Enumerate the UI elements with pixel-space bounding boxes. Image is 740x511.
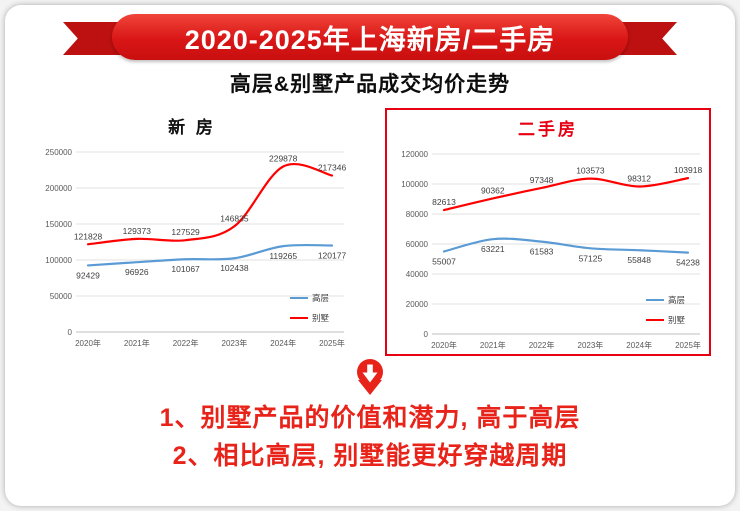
- svg-text:2025年: 2025年: [319, 338, 345, 348]
- svg-text:2024年: 2024年: [626, 340, 652, 350]
- svg-text:90362: 90362: [481, 185, 505, 195]
- svg-text:96926: 96926: [125, 267, 149, 277]
- svg-text:129373: 129373: [123, 226, 152, 236]
- svg-text:2020年: 2020年: [75, 338, 101, 348]
- svg-text:101067: 101067: [171, 264, 200, 274]
- svg-text:217346: 217346: [318, 163, 347, 173]
- svg-text:100000: 100000: [401, 180, 428, 189]
- svg-text:250000: 250000: [45, 148, 72, 157]
- svg-text:2021年: 2021年: [480, 340, 506, 350]
- svg-text:高层: 高层: [668, 295, 685, 305]
- conclusion-line-2: 2、相比高层, 别墅能更好穿越周期: [172, 442, 568, 470]
- svg-text:80000: 80000: [406, 210, 429, 219]
- conclusion-line-1: 1、别墅产品的价值和潜力, 高于高层: [159, 404, 581, 432]
- svg-text:103573: 103573: [576, 166, 605, 176]
- svg-text:121828: 121828: [74, 231, 103, 241]
- subtitle: 高层&别墅产品成交均价走势: [229, 73, 511, 96]
- svg-text:82613: 82613: [432, 197, 456, 207]
- svg-text:别墅: 别墅: [668, 315, 686, 325]
- svg-text:150000: 150000: [45, 220, 72, 229]
- content-card: 2020-2025年上海新房/二手房 高层&别墅产品成交均价走势 新 房 0 50…: [5, 5, 735, 506]
- line-chart-new-homes: 0 50000 100000 150000 200000 250000 2020年 2021年…: [45, 148, 347, 348]
- svg-text:61583: 61583: [530, 247, 554, 257]
- svg-text:2025年: 2025年: [675, 340, 701, 350]
- svg-text:0: 0: [424, 330, 429, 339]
- svg-text:57125: 57125: [579, 253, 603, 263]
- svg-text:2023年: 2023年: [578, 340, 604, 350]
- svg-text:2023年: 2023年: [222, 338, 248, 348]
- svg-text:98312: 98312: [627, 174, 651, 184]
- svg-text:100000: 100000: [45, 256, 72, 265]
- title-banner: 2020-2025年上海新房/二手房: [112, 14, 628, 60]
- svg-text:2022年: 2022年: [173, 338, 199, 348]
- charts-row: 新 房 0 50000 100000 150000 200000 250000 2020年 2…: [5, 108, 735, 356]
- svg-text:2022年: 2022年: [529, 340, 555, 350]
- svg-text:119265: 119265: [269, 251, 297, 261]
- svg-text:127529: 127529: [171, 227, 200, 237]
- svg-text:97348: 97348: [530, 175, 554, 185]
- chart-panel-second-hand: 二手房 0 20000 40000 60000 80000 100000 120000 202…: [385, 108, 711, 356]
- svg-text:103918: 103918: [674, 165, 703, 175]
- svg-text:别墅: 别墅: [312, 313, 330, 323]
- svg-text:高层: 高层: [312, 293, 329, 303]
- svg-text:0: 0: [68, 328, 73, 337]
- svg-text:2021年: 2021年: [124, 338, 150, 348]
- line-chart-second-hand: 0 20000 40000 60000 80000 100000 120000 2020年 20…: [401, 150, 703, 350]
- chart-title-new-homes: 新 房: [168, 118, 216, 137]
- svg-text:120000: 120000: [401, 150, 428, 159]
- chart-title-second-hand: 二手房: [518, 120, 578, 139]
- svg-text:92429: 92429: [76, 270, 100, 280]
- svg-text:54238: 54238: [676, 258, 700, 268]
- svg-text:229878: 229878: [269, 153, 298, 163]
- svg-text:200000: 200000: [45, 184, 72, 193]
- svg-text:2024年: 2024年: [270, 338, 296, 348]
- svg-text:2020年: 2020年: [431, 340, 457, 350]
- svg-text:146835: 146835: [220, 213, 249, 223]
- chart-panel-new-homes: 新 房 0 50000 100000 150000 200000 250000 2020年 2…: [29, 108, 355, 356]
- down-arrow-icon: [357, 359, 383, 395]
- svg-text:20000: 20000: [406, 300, 429, 309]
- svg-text:40000: 40000: [406, 270, 429, 279]
- conclusions-block: 1、别墅产品的价值和潜力, 高于高层 2、相比高层, 别墅能更好穿越周期: [5, 399, 735, 475]
- svg-text:50000: 50000: [50, 292, 73, 301]
- svg-text:55848: 55848: [627, 255, 651, 265]
- banner-title: 2020-2025年上海新房/二手房: [184, 24, 556, 55]
- svg-text:55007: 55007: [432, 256, 456, 266]
- svg-text:60000: 60000: [406, 240, 429, 249]
- svg-text:63221: 63221: [481, 244, 505, 254]
- svg-text:102438: 102438: [220, 263, 249, 273]
- svg-text:120177: 120177: [318, 250, 347, 260]
